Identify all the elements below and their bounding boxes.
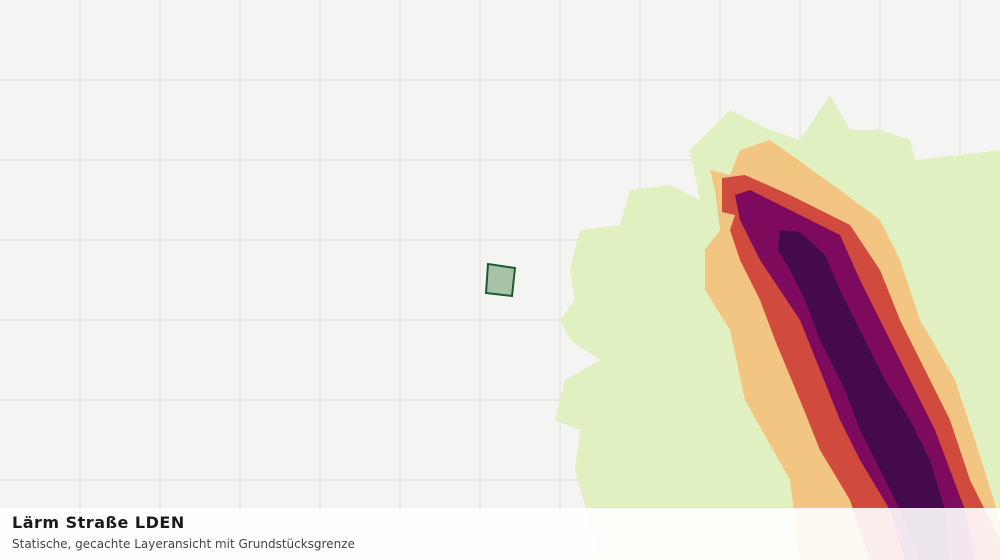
parcel-boundary[interactable] [484,262,517,298]
noise-zone-extreme [778,230,950,560]
layer-subtitle: Statische, gecachte Layeransicht mit Gru… [12,537,355,551]
layer-title: Lärm Straße LDEN [12,513,185,532]
caption-panel [0,508,1000,560]
